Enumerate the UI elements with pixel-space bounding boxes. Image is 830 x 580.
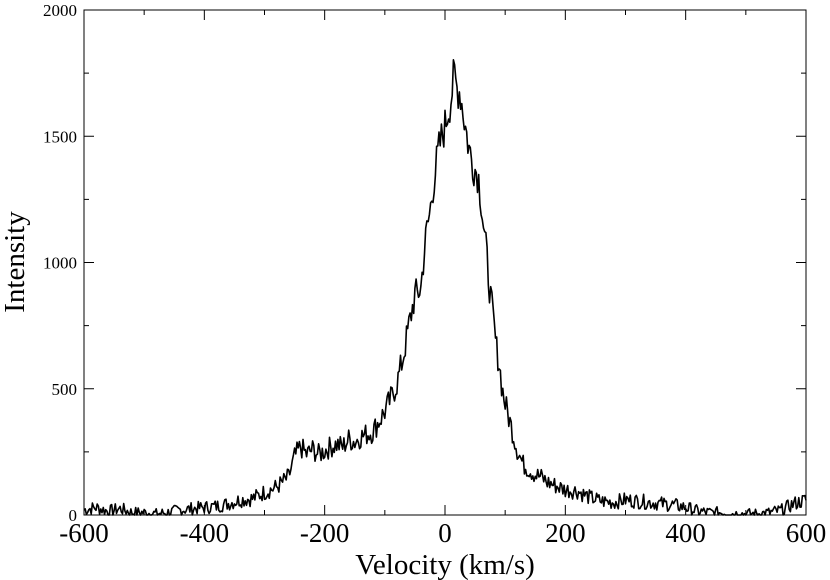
y-tick-label: 0 <box>69 506 78 525</box>
y-tick-label: 2000 <box>43 1 77 20</box>
x-tick-label: -600 <box>59 518 109 548</box>
x-tick-label: 200 <box>545 518 586 548</box>
y-axis-title: Intensity <box>0 211 31 313</box>
x-tick-label: 600 <box>786 518 827 548</box>
y-tick-label: 1000 <box>43 254 77 273</box>
x-tick-label: -200 <box>300 518 350 548</box>
x-tick-label: 0 <box>438 518 452 548</box>
y-tick-label: 500 <box>52 380 78 399</box>
x-tick-labels: -600 -400 -200 0 200 400 600 <box>59 518 826 548</box>
x-tick-label: -400 <box>180 518 230 548</box>
axis-ticks <box>83 9 807 516</box>
y-tick-labels: 0 500 1000 1500 2000 <box>43 1 77 525</box>
y-tick-label: 1500 <box>43 127 77 146</box>
x-axis-title: Velocity (km/s) <box>355 549 535 580</box>
x-tick-label: 400 <box>665 518 706 548</box>
plot-frame <box>83 9 807 516</box>
spectrum-line <box>83 59 807 516</box>
